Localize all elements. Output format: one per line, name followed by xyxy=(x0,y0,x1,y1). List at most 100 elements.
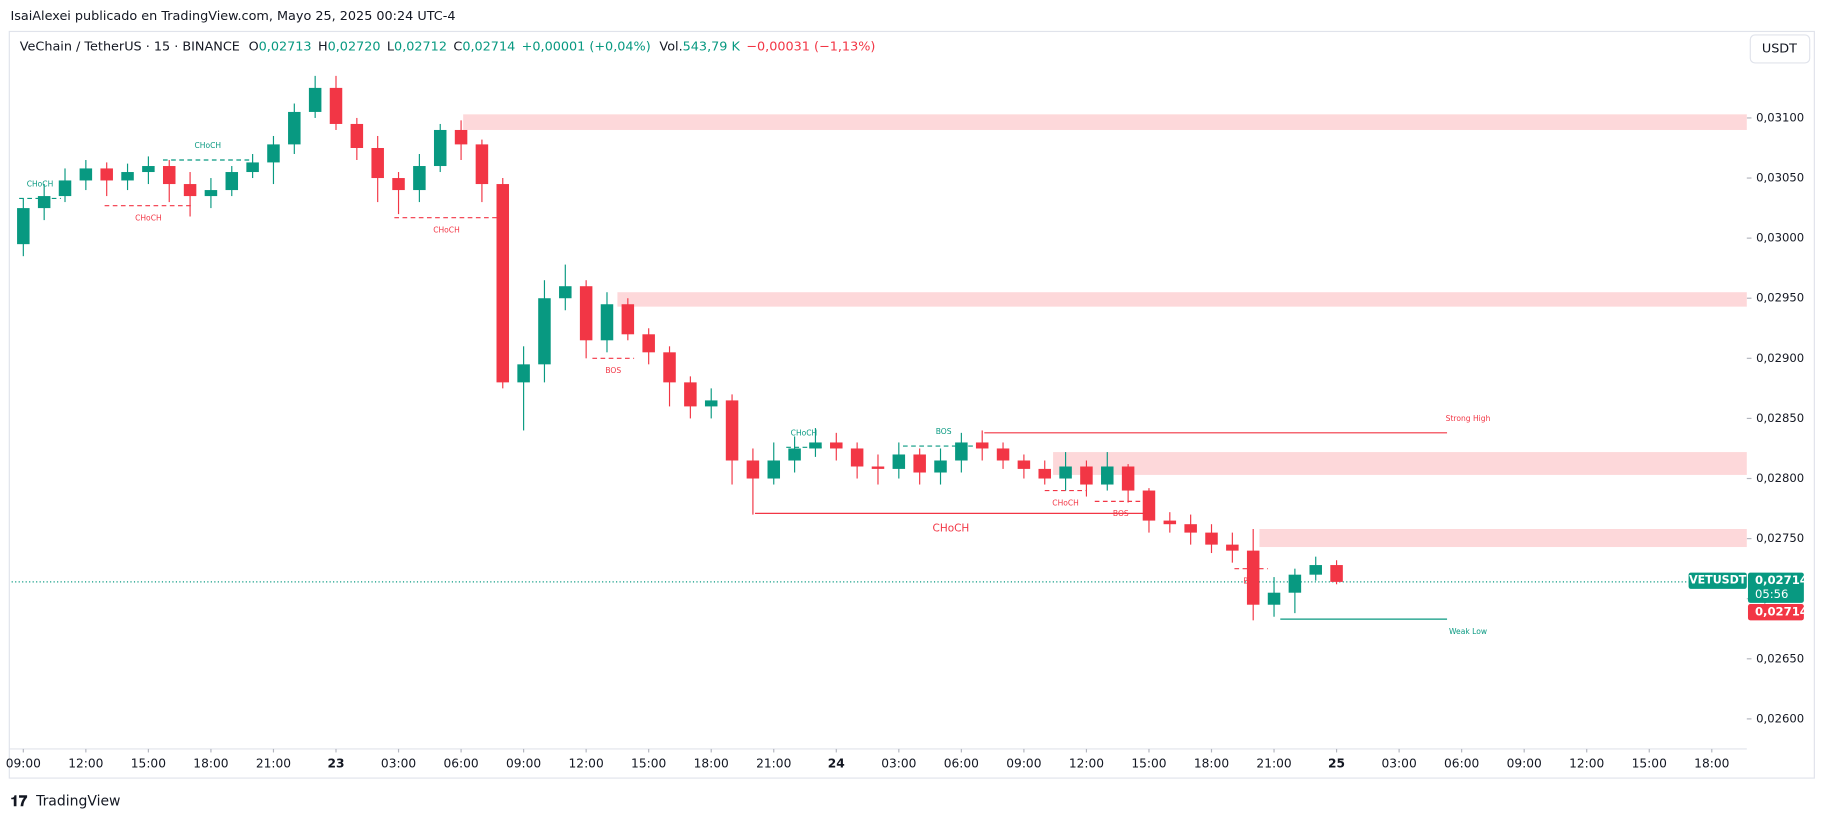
chart-frame xyxy=(8,30,1815,779)
x-tick-label: 21:00 xyxy=(756,757,791,771)
last-price-badge xyxy=(1747,572,1804,603)
candle-body xyxy=(413,166,426,191)
candle-body xyxy=(121,172,134,181)
candle-body xyxy=(1101,466,1114,485)
x-tick-label: 09:00 xyxy=(6,757,41,771)
candle-body xyxy=(767,460,781,479)
candle-body xyxy=(308,87,322,112)
candle-body xyxy=(225,172,239,191)
legend-value: 543,79 K xyxy=(683,39,741,54)
x-tick-label: 15:00 xyxy=(131,757,166,771)
supply-zone xyxy=(617,292,1747,307)
y-tick-label: 0,02750 xyxy=(1756,531,1804,545)
structure-label: BOS xyxy=(1113,509,1129,518)
candle-body xyxy=(850,448,864,467)
candle-body xyxy=(996,448,1010,461)
prev-close-badge xyxy=(1747,604,1804,621)
structure-label: CHoCH xyxy=(791,428,818,437)
candle-body xyxy=(350,123,364,148)
x-tick-label: 09:00 xyxy=(1507,757,1542,771)
candle-body xyxy=(538,298,551,365)
candle-body xyxy=(955,442,968,461)
candle-body xyxy=(1017,460,1031,469)
candle-body xyxy=(809,442,822,449)
candle-body xyxy=(684,382,697,407)
x-tick-label: 24 xyxy=(828,757,845,771)
legend-value: 0,02713 xyxy=(259,39,312,54)
x-tick-label: 06:00 xyxy=(443,757,478,771)
candle-body xyxy=(433,129,447,167)
x-tick-label: 18:00 xyxy=(1694,757,1729,771)
x-tick-label: 09:00 xyxy=(1006,757,1041,771)
prev-close-label: 0,02714 xyxy=(1755,605,1808,619)
candle-body xyxy=(1059,466,1072,479)
x-tick-label: 18:00 xyxy=(1194,757,1229,771)
candle-body xyxy=(1142,490,1156,521)
y-tick-label: 0,02950 xyxy=(1756,291,1804,305)
candle-body xyxy=(1246,550,1260,605)
footer-logo[interactable]: 𝟏𝟕 TradingView xyxy=(10,792,120,810)
candle-body xyxy=(1330,565,1343,582)
legend-change: −0,00031 (−1,13%) xyxy=(746,39,875,54)
structure-label: CHoCH xyxy=(27,179,54,188)
candle-body xyxy=(1267,592,1281,605)
candle-body xyxy=(704,400,718,407)
symbol-label: VETUSDT xyxy=(1689,574,1747,587)
candle-body xyxy=(788,448,801,461)
legend-label: H xyxy=(318,39,328,54)
legend-value: 0,02720 xyxy=(328,39,381,54)
candle-body xyxy=(579,286,593,341)
candle-body xyxy=(1038,468,1051,479)
candle-body xyxy=(142,166,155,173)
currency-button[interactable]: USDT xyxy=(1749,34,1811,64)
candle-body xyxy=(37,196,51,209)
structure-label: BOS xyxy=(936,427,952,436)
button-box[interactable] xyxy=(1749,34,1811,64)
x-tick-label: 21:00 xyxy=(256,757,291,771)
candle-body xyxy=(392,178,405,191)
logo-mark[interactable]: 𝟏𝟕 xyxy=(10,792,27,810)
x-tick-label: 06:00 xyxy=(944,757,979,771)
x-tick-label: 15:00 xyxy=(1632,757,1667,771)
candle-body xyxy=(162,166,176,185)
legend-value: 0,02714 xyxy=(462,39,515,54)
y-tick-label: 0,02800 xyxy=(1756,471,1804,485)
candle-body xyxy=(267,144,280,163)
structure-label: CHoCH xyxy=(1052,498,1079,507)
candle-body xyxy=(454,129,468,145)
legend-value: 0,02712 xyxy=(394,39,447,54)
legend-label: O xyxy=(249,39,259,54)
header: IsaiAlexei publicado en TradingView.com,… xyxy=(10,9,455,24)
candle-body xyxy=(621,304,635,335)
x-tick-label: 12:00 xyxy=(1069,757,1104,771)
candle-body xyxy=(1205,532,1218,545)
candle-body xyxy=(663,352,676,383)
legend: VeChain / TetherUS · 15 · BINANCE O0,027… xyxy=(20,39,876,54)
candle-body xyxy=(1121,466,1135,491)
candle-body xyxy=(517,364,530,383)
candle-body xyxy=(1184,524,1197,533)
y-tick-label: 0,03100 xyxy=(1756,110,1804,124)
legend-change: +0,00001 (+0,04%) xyxy=(522,39,651,54)
x-tick-label: 12:00 xyxy=(68,757,103,771)
candle-body xyxy=(496,184,510,383)
y-tick-label: 0,03000 xyxy=(1756,231,1804,245)
candle-body xyxy=(1226,544,1239,551)
y-tick-label: 0,02650 xyxy=(1756,651,1804,665)
brand[interactable]: TradingView xyxy=(35,793,120,809)
legend-symbol: VeChain / TetherUS · 15 · BINANCE xyxy=(20,39,240,54)
candle-body xyxy=(934,460,947,473)
candle-body xyxy=(746,460,760,479)
candle-body xyxy=(79,168,93,181)
candle-body xyxy=(475,144,489,185)
candle-body xyxy=(559,286,572,299)
candle-body xyxy=(975,442,989,449)
countdown: 05:56 xyxy=(1755,587,1789,601)
button-label[interactable]: USDT xyxy=(1762,41,1797,56)
candle-body xyxy=(246,162,259,173)
x-tick-label: 03:00 xyxy=(881,757,916,771)
last-price-label: 0,02714 xyxy=(1755,573,1808,587)
structure-label: CHoCH xyxy=(433,226,460,235)
